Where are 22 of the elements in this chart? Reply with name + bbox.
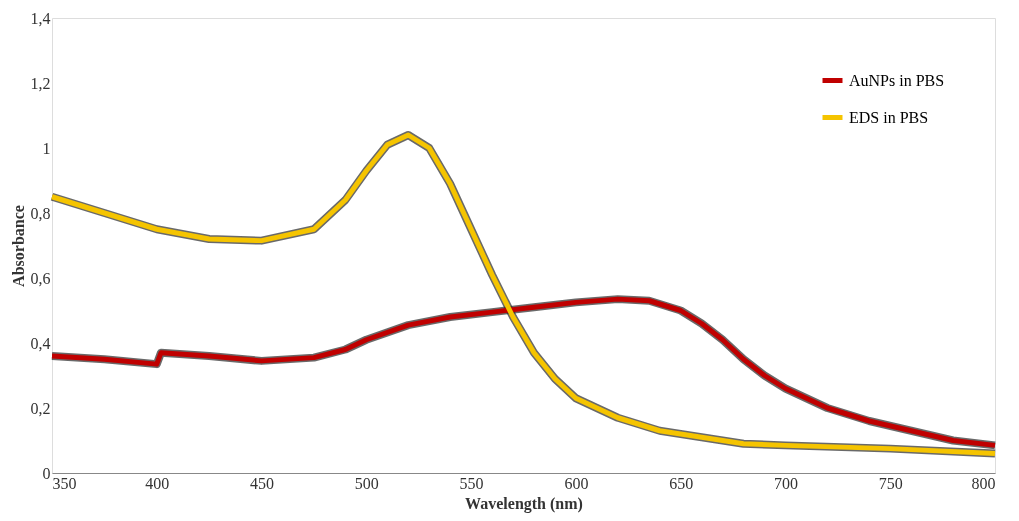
x-tick-label: 500 bbox=[354, 474, 379, 492]
x-axis-title: Wavelength (nm) bbox=[465, 494, 583, 513]
y-tick-label: 1 bbox=[42, 139, 51, 157]
y-tick-label: 1,4 bbox=[30, 9, 51, 27]
x-tick-label: 450 bbox=[250, 474, 275, 492]
legend-label: AuNPs in PBS bbox=[849, 71, 945, 89]
y-tick-label: 0,2 bbox=[30, 399, 51, 417]
y-tick-label: 0,4 bbox=[30, 334, 51, 352]
x-tick-label: 800 bbox=[971, 474, 996, 492]
x-tick-label: 600 bbox=[564, 474, 589, 492]
x-tick-label: 650 bbox=[669, 474, 694, 492]
legend-label: EDS in PBS bbox=[849, 108, 929, 126]
x-tick-label: 750 bbox=[878, 474, 903, 492]
x-tick-label: 550 bbox=[459, 474, 484, 492]
y-tick-label: 0,6 bbox=[30, 269, 51, 287]
x-tick-label: 700 bbox=[773, 474, 798, 492]
y-axis-title: Absorbance bbox=[9, 205, 27, 287]
x-tick-label: 400 bbox=[145, 474, 170, 492]
y-tick-label: 0 bbox=[42, 464, 51, 482]
y-tick-label: 1,2 bbox=[30, 74, 51, 92]
x-tick-label: 350 bbox=[52, 474, 77, 492]
y-tick-label: 0,8 bbox=[30, 204, 51, 222]
